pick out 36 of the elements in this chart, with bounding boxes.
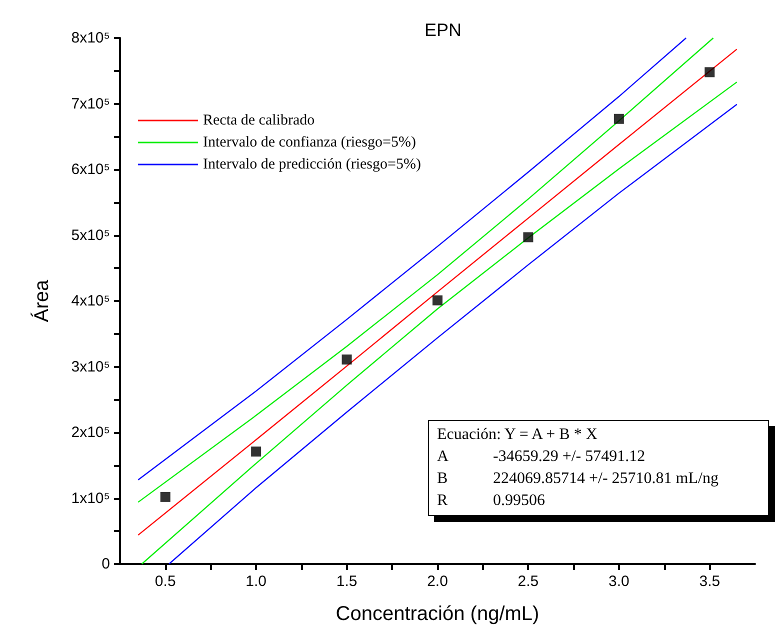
y-tick-label: 1x10⁵ xyxy=(71,490,110,507)
annotation: R xyxy=(437,491,449,511)
point xyxy=(342,354,352,365)
y-axis-title: Área xyxy=(30,279,53,322)
legend-label: Recta de calibrado xyxy=(203,112,315,128)
y-tick-label: 6x10⁵ xyxy=(71,161,110,178)
annotation: B xyxy=(437,469,449,489)
x-tick-label: 3.5 xyxy=(699,573,720,590)
y-tick-label: 0 xyxy=(102,556,110,572)
chart-title: EPN xyxy=(424,20,462,40)
x-tick-label: 2.5 xyxy=(518,573,539,590)
point xyxy=(251,446,262,457)
legend-label: Intervalo de confianza (riesgo=5%) xyxy=(203,134,416,150)
annotation: 224069.85714 +/- 25710.81 mL/ng xyxy=(493,469,718,489)
x-axis-title: Concentración (ng/mL) xyxy=(336,603,540,625)
x-tick-label: 2.0 xyxy=(427,573,448,590)
annotation: Ecuación: Y = A + B * X xyxy=(437,425,598,445)
annotation: A xyxy=(437,447,450,467)
y-tick-label: 2x10⁵ xyxy=(71,424,110,441)
y-tick-label: 8x10⁵ xyxy=(71,30,110,46)
annotation: 0.99506 xyxy=(493,491,545,511)
point xyxy=(704,67,715,78)
x-tick-label: 3.0 xyxy=(608,573,630,590)
x-tick-label: 0.5 xyxy=(154,573,176,590)
y-tick-label: 4x10⁵ xyxy=(71,292,110,310)
point xyxy=(160,492,170,502)
point xyxy=(614,114,624,124)
y-tick-label: 3x10⁵ xyxy=(71,358,110,376)
annotation: -34659.29 +/- 57491.12 xyxy=(493,447,646,467)
legend-label: Intervalo de predicción (riesgo=5%) xyxy=(203,156,421,172)
y-tick-label: 5x10⁵ xyxy=(71,226,110,244)
y-tick-label: 7x10⁵ xyxy=(71,95,110,112)
x-tick-label: 1.0 xyxy=(246,573,266,590)
point xyxy=(432,295,442,306)
point xyxy=(523,232,534,242)
x-tick-label: 1.5 xyxy=(336,573,358,590)
